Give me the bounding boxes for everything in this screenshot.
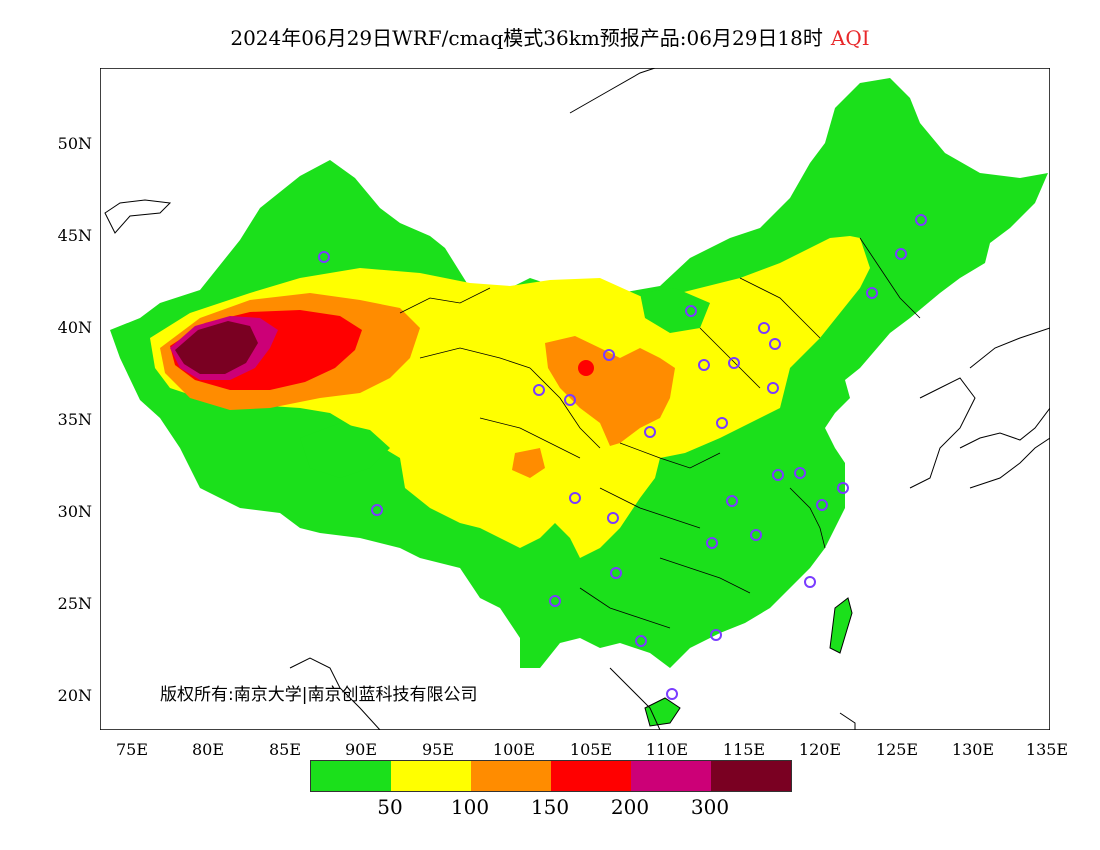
legend-swatch-good [311,761,391,791]
aqi-zone-hazardous [175,321,258,374]
legend-swatch-hazardous [711,761,791,791]
legend-swatch-very-unhealthy [631,761,711,791]
legend-value-200: 200 [610,795,650,819]
lon-label-80e: 80E [191,740,225,759]
aqi-zone-unhealthy-spot [578,360,594,376]
lon-label-85e: 85E [268,740,302,759]
lon-label-75e: 75E [115,740,149,759]
legend-value-300: 300 [690,795,730,819]
lat-label-45n: 45N [57,226,92,245]
aqi-zone-sensitive-east [545,336,675,446]
chart-title: 2024年06月29日WRF/cmaq模式36km预报产品:06月29日18时 A… [0,22,1100,51]
lon-label-110e: 110E [645,740,689,759]
aqi-zone-good-patch-2 [640,288,710,333]
legend-value-100: 100 [450,795,490,819]
legend-value-50: 50 [377,795,403,819]
province-borders [399,237,921,629]
aqi-legend [310,760,792,792]
legend-value-150: 150 [530,795,570,819]
lon-label-135e: 135E [1025,740,1069,759]
legend-swatch-unhealthy [551,761,631,791]
lon-label-105e: 105E [569,740,613,759]
aqi-map [100,68,1050,730]
lat-label-30n: 30N [57,502,92,521]
lon-label-95e: 95E [421,740,455,759]
lat-label-25n: 25N [57,594,92,613]
aqi-zone-good-patch-1 [300,423,390,478]
lat-label-20n: 20N [57,686,92,705]
station-markers [318,214,927,700]
island-taiwan [829,597,853,654]
title-variable: AQI [830,26,870,50]
lon-label-125e: 125E [875,740,919,759]
legend-swatch-sensitive [471,761,551,791]
lat-label-35n: 35N [57,410,92,429]
lon-label-120e: 120E [798,740,842,759]
lon-label-130e: 130E [951,740,995,759]
lon-label-115e: 115E [722,740,766,759]
copyright-notice: 版权所有:南京大学|南京创蓝科技有限公司 [160,685,478,705]
aqi-zone-sensitive-patch [512,448,545,478]
coastlines [104,68,1050,730]
island-hainan [644,697,681,727]
lat-label-50n: 50N [57,134,92,153]
lon-label-90e: 90E [344,740,378,759]
lat-label-40n: 40N [57,318,92,337]
lon-label-100e: 100E [492,740,536,759]
legend-swatch-moderate [391,761,471,791]
title-main: 2024年06月29日WRF/cmaq模式36km预报产品:06月29日18时 [230,26,823,50]
